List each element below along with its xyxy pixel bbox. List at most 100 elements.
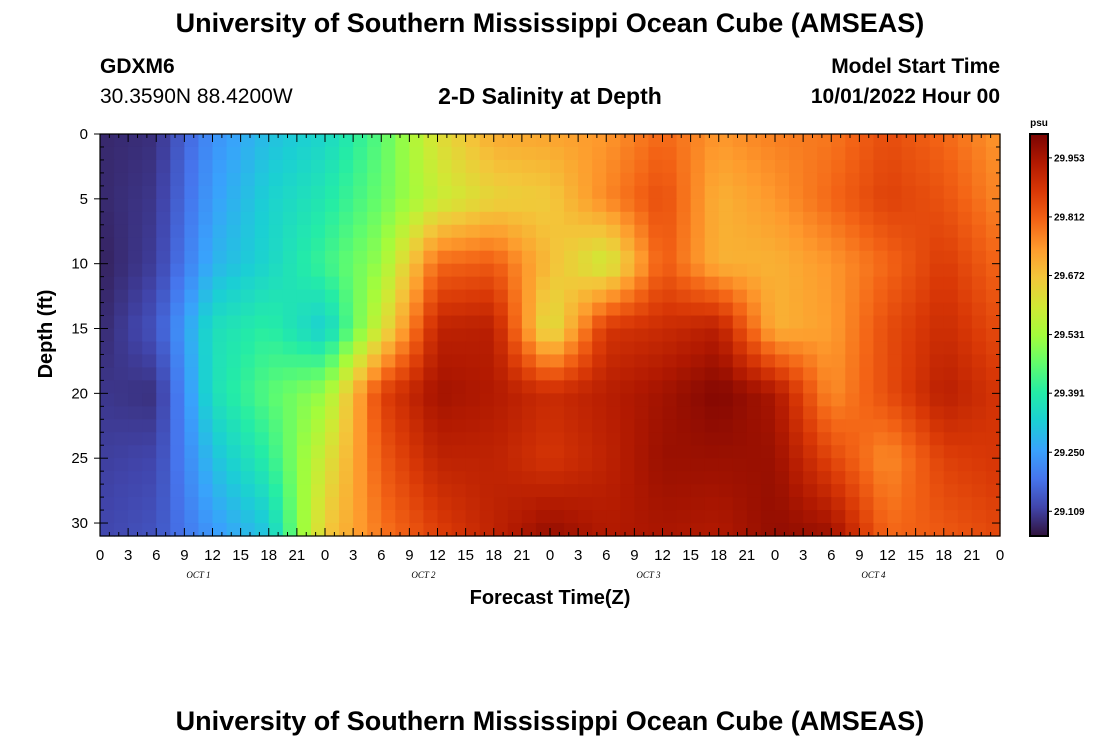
heatmap-cell	[353, 237, 368, 252]
heatmap-cell	[535, 367, 551, 381]
heatmap-cell	[690, 276, 706, 291]
heatmap-cell	[873, 458, 889, 472]
heatmap-cell	[789, 458, 804, 472]
heatmap-cell	[690, 211, 706, 226]
heatmap-cell	[339, 432, 354, 446]
heatmap-cell	[507, 185, 523, 200]
heatmap-cell	[142, 367, 157, 381]
heatmap-cell	[353, 159, 368, 174]
heatmap-cell	[901, 134, 917, 148]
colorbar-tick-label: 29.953	[1054, 153, 1085, 164]
heatmap-cell	[887, 159, 903, 174]
heatmap-cell	[985, 367, 1001, 381]
heatmap-cell	[887, 406, 903, 420]
heatmap-cell	[789, 328, 804, 343]
heatmap-cell	[156, 250, 171, 265]
heatmap-cell	[943, 211, 959, 226]
heatmap-cell	[789, 198, 804, 213]
heatmap-cell	[831, 250, 846, 265]
heatmap-cell	[985, 250, 1001, 265]
heatmap-cell	[817, 341, 832, 356]
heatmap-cell	[128, 432, 143, 446]
heatmap-cell	[676, 134, 692, 148]
heatmap-cell	[114, 367, 129, 381]
heatmap-cell	[339, 185, 354, 200]
heatmap-cell	[353, 406, 368, 420]
heatmap-cell	[282, 354, 298, 369]
heatmap-cell	[437, 523, 453, 537]
heatmap-cell	[817, 134, 832, 148]
x-tick-label: 0	[771, 547, 779, 564]
heatmap-cell	[268, 458, 284, 472]
heatmap-cell	[971, 393, 987, 407]
heatmap-cell	[339, 302, 354, 317]
heatmap-cell	[662, 445, 678, 459]
x-tick-label: 18	[710, 547, 727, 564]
heatmap-cell	[578, 354, 593, 369]
x-tick-label: 21	[739, 547, 756, 564]
heatmap-cell	[437, 393, 453, 407]
heatmap-cell	[296, 185, 312, 200]
heatmap-cell	[789, 263, 804, 278]
heatmap-cell	[845, 302, 860, 317]
heatmap-cell	[226, 146, 242, 161]
heatmap-cell	[957, 406, 973, 420]
heatmap-cell	[985, 315, 1001, 330]
heatmap-cell	[971, 406, 987, 420]
heatmap-cell	[817, 458, 832, 472]
heatmap-cell	[451, 380, 467, 394]
heatmap-cell	[718, 237, 734, 252]
heatmap-cell	[943, 250, 959, 265]
heatmap-cell	[746, 367, 762, 381]
heatmap-cell	[465, 134, 481, 148]
heatmap-cell	[732, 367, 748, 381]
heatmap-cell	[268, 523, 284, 537]
heatmap-cell	[254, 185, 270, 200]
heatmap-cell	[142, 211, 157, 226]
heatmap-cell	[184, 484, 200, 498]
heatmap-cell	[507, 445, 523, 459]
heatmap-cell	[859, 289, 875, 304]
heatmap-cell	[184, 523, 200, 537]
heatmap-cell	[648, 497, 664, 511]
heatmap-cell	[634, 406, 650, 420]
heatmap-cell	[564, 224, 579, 239]
heatmap-cell	[395, 146, 410, 161]
heatmap-cell	[479, 458, 495, 472]
heatmap-cell	[451, 211, 467, 226]
heatmap-cell	[282, 328, 298, 343]
heatmap-cell	[985, 458, 1001, 472]
day-label: OCT 4	[861, 570, 886, 580]
heatmap-cell	[282, 289, 298, 304]
x-axis: 0 3 6 9 12 15 18 21 0 3 6 9 12 15 18 21 0 3 6 9 12 15 18 21 0 3 6 9…	[96, 134, 1004, 580]
heatmap-cell	[578, 367, 593, 381]
heatmap-cell	[240, 211, 256, 226]
heatmap-cell	[718, 185, 734, 200]
heatmap-cell	[423, 224, 439, 239]
heatmap-cell	[465, 393, 481, 407]
heatmap-cell	[184, 419, 200, 433]
heatmap-cell	[634, 484, 650, 498]
heatmap-cell	[114, 289, 129, 304]
heatmap-cell	[212, 341, 228, 356]
heatmap-cell	[226, 471, 242, 485]
heatmap-cell	[676, 224, 692, 239]
heatmap-cell	[803, 172, 818, 187]
heatmap-cell	[535, 185, 551, 200]
heatmap-cell	[325, 289, 340, 304]
heatmap-cell	[634, 185, 650, 200]
heatmap-cell	[521, 445, 537, 459]
heatmap-cell	[240, 380, 256, 394]
heatmap-cell	[704, 134, 720, 148]
heatmap-cell	[732, 159, 748, 174]
heatmap-cell	[676, 289, 692, 304]
heatmap-cell	[817, 289, 832, 304]
heatmap-cell	[353, 315, 368, 330]
heatmap-cell	[634, 523, 650, 537]
heatmap-cell	[746, 484, 762, 498]
heatmap-cell	[282, 159, 298, 174]
heatmap-cell	[100, 224, 115, 239]
heatmap-cell	[887, 302, 903, 317]
heatmap-cell	[971, 276, 987, 291]
heatmap-cell	[859, 367, 875, 381]
